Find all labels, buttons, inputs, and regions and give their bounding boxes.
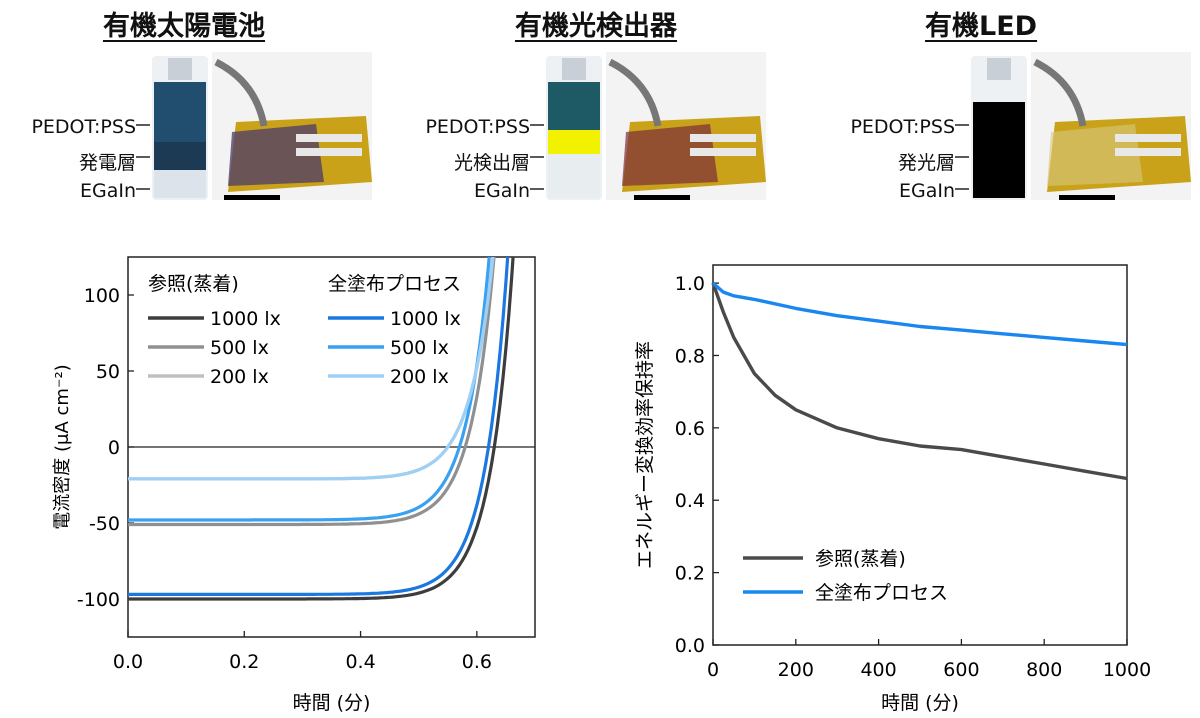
y-tick-label: 0.0 bbox=[675, 635, 705, 657]
x-axis-label: 時間 (分) bbox=[881, 692, 959, 714]
layer-label-active: 発光層 bbox=[897, 152, 955, 174]
series-line bbox=[128, 257, 496, 527]
x-tick-label: 0.6 bbox=[462, 651, 492, 673]
y-tick-label: 0 bbox=[108, 437, 120, 459]
y-tick-label: 100 bbox=[84, 285, 120, 307]
series-line bbox=[128, 257, 510, 596]
x-tick-label: 800 bbox=[1026, 659, 1062, 681]
series-line bbox=[128, 257, 515, 601]
curves bbox=[128, 257, 515, 601]
legend-group-title: 参照(蒸着) bbox=[148, 273, 239, 295]
efficiency-retention-chart: 0.0 0.2 0.4 0.6 0.8 1.0 0 200 400 600 800 1000 時間 (分… bbox=[634, 264, 1151, 714]
series-line bbox=[128, 257, 491, 522]
y-axis-label: 電流密度 (μA cm⁻²) bbox=[52, 364, 73, 529]
legend-label: 500 lx bbox=[210, 337, 269, 359]
layer-label-pedot: PEDOT:PSS bbox=[425, 116, 530, 138]
panel-title-solar-cell: 有機太陽電池 bbox=[103, 11, 265, 42]
y-tick-label: 0.2 bbox=[675, 563, 705, 585]
legend-label: 500 lx bbox=[390, 337, 449, 359]
layer-label-pedot: PEDOT:PSS bbox=[31, 116, 136, 138]
legend-label: 参照(蒸着) bbox=[815, 548, 906, 570]
y-axis-label: エネルギー変換効率保持率 bbox=[634, 341, 656, 569]
layer-label-active: 発電層 bbox=[78, 152, 136, 174]
series-line bbox=[128, 257, 495, 481]
y-tick-label: 0.8 bbox=[675, 345, 705, 367]
x-tick-label: 1000 bbox=[1103, 659, 1151, 681]
y-tick-label: -100 bbox=[77, 589, 120, 611]
y-tick-label: 50 bbox=[96, 361, 120, 383]
x-tick-label: 0.4 bbox=[345, 651, 375, 673]
vial-icon bbox=[971, 56, 1027, 200]
device-icon bbox=[1031, 52, 1191, 200]
layer-leader-lines bbox=[136, 124, 150, 190]
layer-label-egain: EGaIn bbox=[898, 180, 955, 202]
layer-leader-lines bbox=[530, 124, 544, 190]
legend: 参照(蒸着) 全塗布プロセス bbox=[743, 548, 948, 604]
panel-title-oled: 有機LED bbox=[925, 11, 1038, 42]
vial-and-device-photo bbox=[955, 52, 1191, 200]
x-tick-label: 0 bbox=[707, 659, 719, 681]
legend: 参照(蒸着) 1000 lx 500 lx 200 lx 全塗布プロセス 1000 lx 5… bbox=[148, 272, 461, 388]
x-tick-label: 0.0 bbox=[113, 651, 143, 673]
vial-icon bbox=[546, 56, 602, 200]
device-icon bbox=[212, 52, 372, 200]
layer-leader-lines bbox=[955, 124, 969, 190]
layer-label-active: 光検出層 bbox=[453, 152, 530, 174]
y-tick-label: 1.0 bbox=[675, 273, 705, 295]
x-tick-label: 600 bbox=[943, 659, 979, 681]
layer-label-pedot: PEDOT:PSS bbox=[850, 116, 955, 138]
legend-label: 全塗布プロセス bbox=[815, 581, 948, 604]
y-tick-label: 0.6 bbox=[675, 418, 705, 440]
legend-label: 1000 lx bbox=[390, 308, 461, 330]
vial-icon bbox=[152, 56, 208, 200]
series-line bbox=[711, 282, 1128, 481]
panel-title-photodetector: 有機光検出器 bbox=[515, 11, 677, 42]
legend-label: 200 lx bbox=[210, 366, 269, 388]
curves bbox=[711, 281, 1128, 481]
series-line bbox=[711, 281, 1128, 347]
legend-label: 1000 lx bbox=[210, 308, 281, 330]
x-tick-label: 200 bbox=[778, 659, 814, 681]
x-axis-label: 時間 (分) bbox=[293, 692, 371, 714]
device-icon bbox=[606, 52, 766, 200]
jv-curve-chart: -100 -50 0 50 100 0.0 0.2 0.4 0.6 時間 (分) 電流密度 (μA … bbox=[52, 256, 536, 714]
vial-and-device-photo bbox=[530, 52, 766, 200]
x-tick-label: 400 bbox=[860, 659, 896, 681]
layer-label-egain: EGaIn bbox=[473, 180, 530, 202]
x-tick-label: 0.2 bbox=[229, 651, 259, 673]
layer-label-egain: EGaIn bbox=[79, 180, 136, 202]
series-line bbox=[128, 257, 495, 481]
legend-label: 200 lx bbox=[390, 366, 449, 388]
plot-frame bbox=[712, 264, 1128, 646]
vial-and-device-photo bbox=[136, 52, 372, 200]
legend-group-title: 全塗布プロセス bbox=[328, 272, 461, 295]
y-tick-label: -50 bbox=[89, 513, 120, 535]
y-tick-label: 0.4 bbox=[675, 490, 705, 512]
